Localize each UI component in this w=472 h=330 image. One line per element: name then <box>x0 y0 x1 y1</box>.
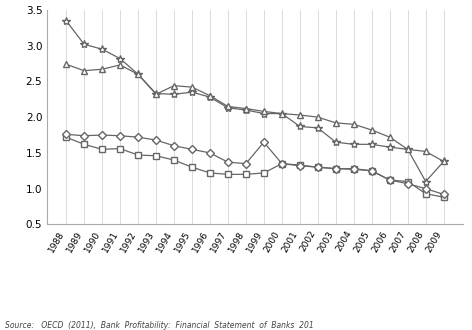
FR <box>261 171 267 175</box>
IT <box>441 159 447 163</box>
IT <box>135 72 141 76</box>
DE <box>297 124 303 128</box>
DE <box>99 47 105 51</box>
DE <box>279 112 285 115</box>
SP <box>207 151 213 155</box>
DE <box>171 92 177 96</box>
SP <box>387 178 393 182</box>
DE <box>369 142 375 146</box>
SP <box>135 135 141 139</box>
DE <box>117 56 123 60</box>
SP <box>99 133 105 137</box>
DE <box>225 106 231 110</box>
IT <box>189 85 195 89</box>
FR <box>441 195 447 199</box>
FR <box>207 171 213 175</box>
IT <box>351 122 357 126</box>
SP <box>63 132 69 136</box>
DE <box>261 112 267 115</box>
IT <box>405 147 411 151</box>
FR <box>387 178 393 182</box>
DE <box>387 145 393 149</box>
IT <box>279 112 285 115</box>
IT <box>387 135 393 139</box>
DE <box>333 140 338 144</box>
IT <box>171 84 177 88</box>
FR <box>63 135 69 139</box>
DE <box>135 72 141 76</box>
DE <box>405 147 411 151</box>
SP <box>171 144 177 148</box>
SP <box>153 138 159 142</box>
IT <box>153 92 159 96</box>
FR <box>333 167 338 171</box>
FR <box>423 192 429 196</box>
Line: DE: DE <box>62 16 448 186</box>
SP <box>81 134 87 138</box>
FR <box>225 172 231 176</box>
IT <box>315 115 320 119</box>
IT <box>261 110 267 114</box>
FR <box>99 147 105 151</box>
DE <box>423 180 429 183</box>
FR <box>315 165 320 169</box>
IT <box>207 94 213 98</box>
DE <box>81 42 87 46</box>
IT <box>81 69 87 73</box>
SP <box>351 167 357 171</box>
SP <box>261 140 267 144</box>
DE <box>441 159 447 163</box>
IT <box>369 128 375 132</box>
IT <box>423 149 429 153</box>
SP <box>117 134 123 138</box>
SP <box>405 182 411 185</box>
DE <box>153 91 159 96</box>
IT <box>333 121 338 125</box>
IT <box>117 63 123 67</box>
Text: Source:   OECD  (2011),  Bank  Profitability:  Financial  Statement  of  Banks  : Source: OECD (2011), Bank Profitability:… <box>5 321 313 330</box>
FR <box>135 153 141 157</box>
FR <box>81 142 87 146</box>
FR <box>297 163 303 167</box>
SP <box>297 164 303 168</box>
DE <box>63 19 69 23</box>
IT <box>243 107 249 111</box>
FR <box>369 169 375 173</box>
Line: SP: SP <box>63 132 447 197</box>
FR <box>153 154 159 158</box>
SP <box>243 162 249 166</box>
FR <box>117 147 123 150</box>
FR <box>243 172 249 176</box>
IT <box>225 104 231 108</box>
FR <box>351 167 357 171</box>
SP <box>189 147 195 151</box>
DE <box>315 126 320 130</box>
IT <box>99 67 105 71</box>
FR <box>405 180 411 183</box>
Line: FR: FR <box>63 134 447 200</box>
FR <box>279 162 285 166</box>
DE <box>243 108 249 112</box>
FR <box>171 158 177 162</box>
DE <box>351 142 357 146</box>
SP <box>279 162 285 166</box>
SP <box>369 169 375 173</box>
FR <box>189 165 195 169</box>
IT <box>63 62 69 66</box>
IT <box>297 113 303 117</box>
DE <box>207 95 213 99</box>
SP <box>225 160 231 164</box>
DE <box>189 90 195 94</box>
Line: IT: IT <box>63 61 447 165</box>
SP <box>315 165 320 169</box>
SP <box>441 192 447 196</box>
SP <box>423 187 429 191</box>
SP <box>333 167 338 171</box>
